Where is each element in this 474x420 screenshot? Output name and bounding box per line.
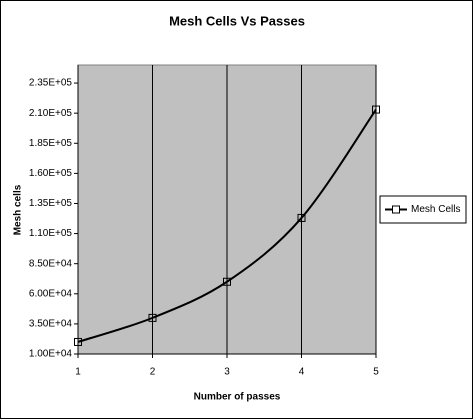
y-tick-label: 3.50E+04 bbox=[29, 319, 73, 330]
y-tick-label: 1.00E+04 bbox=[29, 349, 73, 360]
x-tick-label: 3 bbox=[224, 367, 230, 378]
legend-marker bbox=[392, 205, 400, 214]
x-axis-label: Number of passes bbox=[194, 392, 281, 403]
y-tick-label: 1.85E+05 bbox=[29, 138, 73, 149]
y-tick-label: 8.50E+04 bbox=[29, 258, 73, 269]
marker bbox=[74, 337, 82, 346]
y-tick-label: 2.10E+05 bbox=[29, 108, 73, 119]
y-tick-label: 1.60E+05 bbox=[29, 168, 73, 179]
y-axis-label: Mesh cells bbox=[13, 184, 24, 235]
x-tick-label: 5 bbox=[373, 367, 379, 378]
marker bbox=[372, 105, 380, 114]
marker bbox=[297, 213, 306, 222]
x-tick-label: 4 bbox=[299, 367, 305, 378]
y-tick-label: 6.00E+04 bbox=[29, 288, 73, 299]
marker bbox=[148, 313, 157, 322]
x-tick-label: 1 bbox=[75, 367, 81, 378]
y-tick-label: 1.35E+05 bbox=[29, 198, 73, 209]
x-tick-label: 2 bbox=[150, 367, 156, 378]
legend-label: Mesh Cells bbox=[411, 204, 460, 215]
marker bbox=[223, 277, 231, 286]
y-tick-label: 1.10E+05 bbox=[29, 228, 73, 239]
y-tick-label: 2.35E+05 bbox=[29, 78, 73, 89]
chart-title: Mesh Cells Vs Passes bbox=[169, 13, 305, 28]
